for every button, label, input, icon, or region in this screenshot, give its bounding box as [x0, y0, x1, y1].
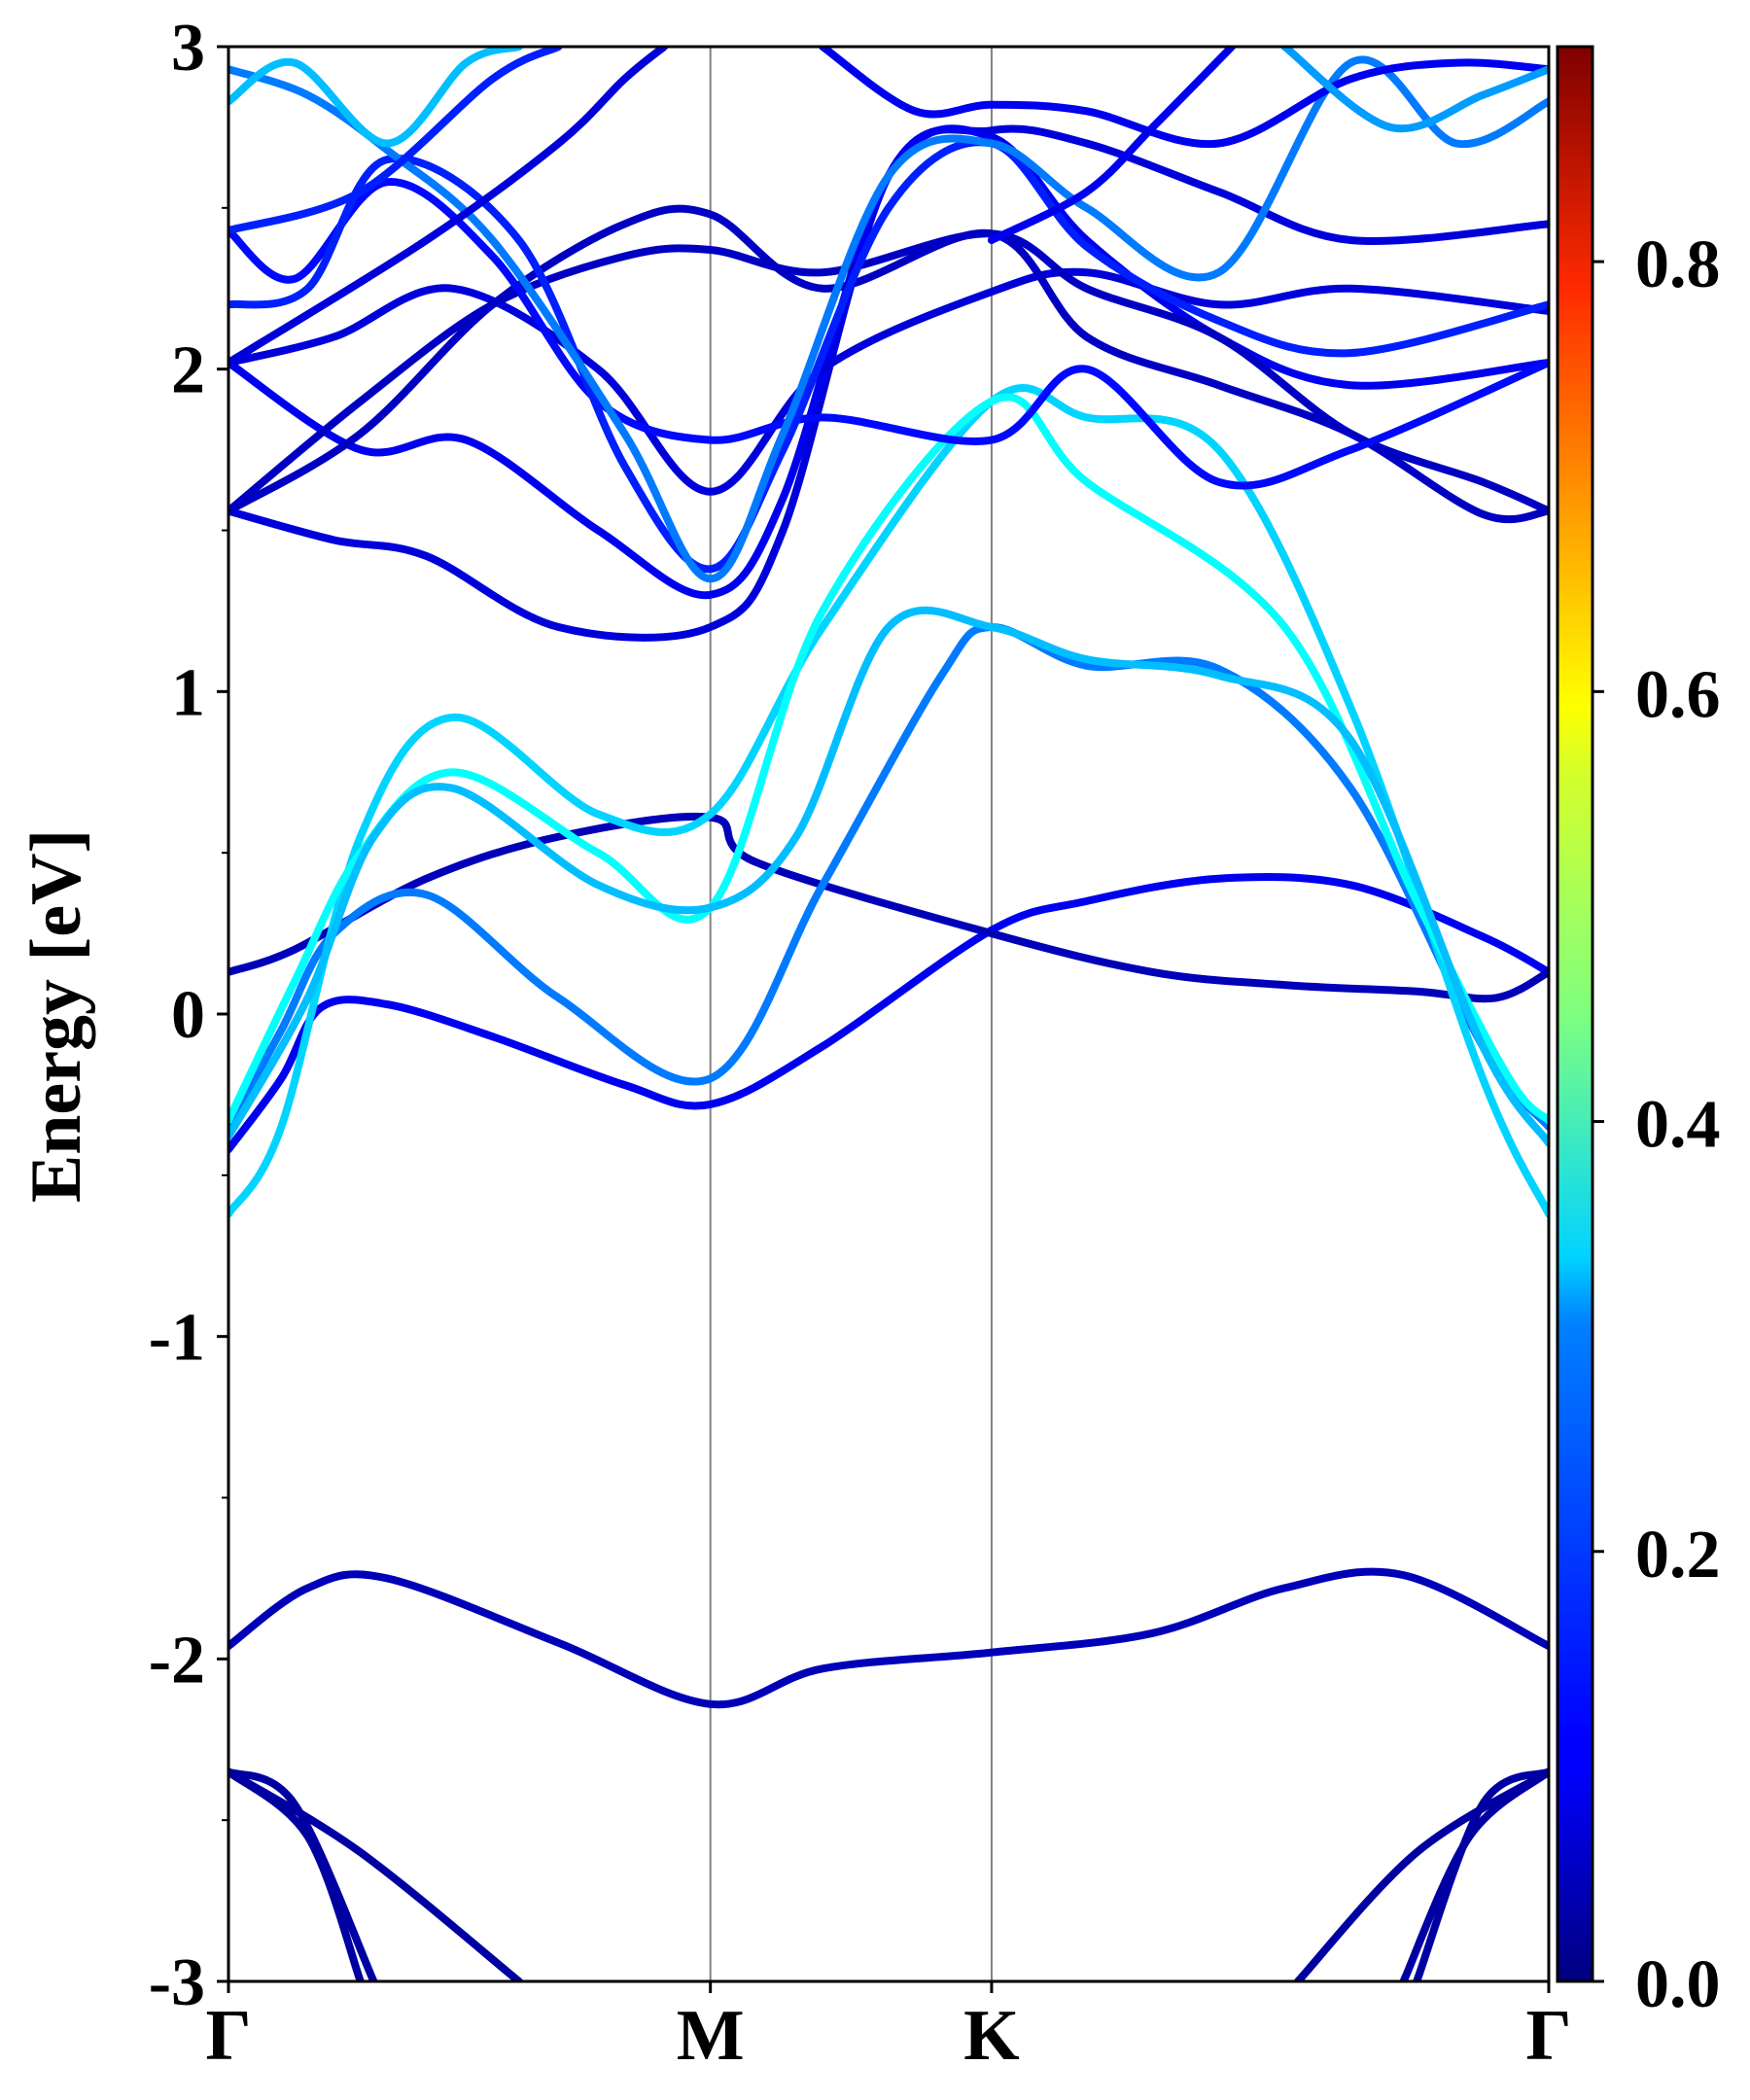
band-u13	[228, 47, 669, 367]
colorbar-tick-label: 0.6	[1635, 657, 1721, 732]
y-tick-label: -2	[149, 1623, 205, 1698]
colorbar	[1556, 45, 1594, 1983]
band-low-f	[1294, 1768, 1549, 1981]
band-u9	[228, 47, 523, 148]
y-tick-label: 3	[171, 11, 205, 86]
band-u11	[228, 47, 563, 235]
y-tick-label: 0	[171, 978, 205, 1053]
y-axis-label: Energy [eV]	[17, 829, 96, 1203]
band-low-c	[228, 1768, 523, 1981]
band-u12	[987, 47, 1237, 244]
band-c2	[228, 384, 1549, 1218]
x-tick-label: Γ	[205, 1996, 251, 2076]
band-u14	[1280, 47, 1549, 133]
band-u5	[228, 204, 1549, 524]
y-tick-label: -3	[149, 1945, 205, 2020]
y-axis-ticks: 3 2 1 0 -1 -2 -3	[149, 11, 228, 2020]
band-v1	[228, 872, 1549, 1154]
colorbar-tick-label: 0.4	[1635, 1088, 1721, 1163]
band-u3	[228, 267, 1549, 496]
band-v2	[228, 812, 1549, 1003]
x-tick-label: M	[677, 1996, 745, 2076]
colorbar-tick-label: 0.2	[1635, 1518, 1721, 1592]
y-tick-label: 1	[171, 655, 205, 730]
colorbar-tick-label: 0.0	[1635, 1947, 1721, 2022]
band-lines	[228, 47, 1549, 1981]
band-c4	[228, 606, 1549, 1147]
band-flat	[228, 1567, 1549, 1709]
band-low-e	[1413, 1768, 1549, 1981]
y-tick-label: 2	[171, 333, 205, 408]
x-tick-label: K	[963, 1996, 1020, 2076]
x-tick-label: Γ	[1525, 1996, 1571, 2076]
band-c1	[228, 623, 1549, 1132]
high-symmetry-lines	[709, 47, 993, 1981]
band-u10	[819, 47, 1549, 149]
y-tick-label: -1	[149, 1301, 205, 1376]
colorbar-ticks: 0.0 0.2 0.4 0.6 0.8	[1592, 228, 1721, 2022]
colorbar-tick-label: 0.8	[1635, 228, 1721, 302]
